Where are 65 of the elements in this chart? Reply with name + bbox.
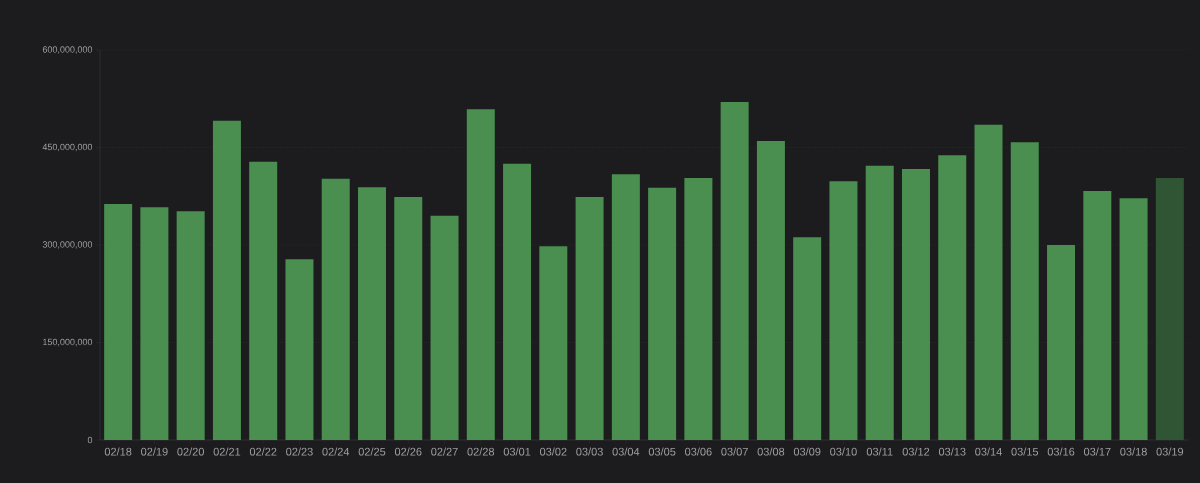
x-tick-label: 03/07 [721, 447, 748, 456]
x-tick-label: 03/01 [503, 447, 531, 456]
x-tick-label: 02/22 [249, 447, 277, 456]
x-tick-label: 03/04 [612, 447, 640, 456]
x-tick-label: 02/24 [322, 447, 350, 456]
bar [720, 102, 749, 440]
bar [648, 187, 677, 440]
bar [793, 237, 822, 440]
bar [1010, 142, 1039, 440]
bar [938, 155, 967, 440]
bar [503, 163, 532, 440]
x-tick-label: 03/10 [830, 447, 857, 456]
x-tick-label: 03/15 [1011, 447, 1039, 456]
bar [1119, 198, 1148, 440]
bar [466, 109, 495, 440]
y-tick-label: 450,000,000 [42, 143, 93, 152]
bar [394, 196, 423, 440]
x-tick-label: 03/19 [1156, 447, 1184, 456]
bar [1155, 178, 1184, 440]
x-tick-label: 02/25 [358, 447, 386, 456]
bar [176, 211, 205, 440]
y-tick-label: 300,000,000 [42, 241, 93, 249]
bar [1047, 245, 1076, 440]
x-tick-label: 02/28 [467, 447, 495, 456]
bar [684, 178, 713, 440]
bar [357, 187, 386, 440]
x-tick-label: 03/06 [685, 447, 712, 456]
y-tick-label: 0 [87, 436, 93, 444]
bar [829, 181, 858, 440]
bar [285, 259, 314, 440]
bar [212, 120, 241, 440]
x-tick-label: 03/03 [576, 447, 603, 456]
x-tick-label: 02/20 [177, 447, 204, 456]
x-tick-label: 03/02 [539, 447, 567, 456]
x-tick-label: 03/11 [866, 447, 893, 456]
x-tick-label: 03/05 [648, 447, 676, 456]
x-tick-label: 03/12 [902, 447, 930, 456]
bar [321, 178, 350, 440]
bar [756, 141, 785, 440]
bar [140, 207, 169, 440]
bar [104, 204, 133, 440]
bar [575, 196, 604, 440]
x-tick-label: 03/13 [938, 447, 966, 456]
bar [901, 168, 930, 440]
x-tick-label: 02/19 [141, 447, 168, 456]
bar [539, 246, 568, 440]
x-tick-label: 02/18 [104, 447, 132, 456]
x-tick-label: 03/14 [975, 447, 1002, 456]
bar [249, 161, 278, 440]
x-tick-label: 02/23 [286, 447, 313, 456]
x-tick-label: 02/26 [394, 447, 422, 456]
x-tick-label: 02/27 [431, 447, 458, 456]
y-tick-label: 150,000,000 [43, 338, 93, 347]
x-tick-label: 03/16 [1047, 447, 1075, 456]
bar [974, 124, 1003, 440]
x-tick-label: 03/17 [1083, 447, 1111, 456]
x-tick-label: 03/09 [793, 447, 821, 456]
bar [865, 165, 894, 440]
x-tick-label: 02/21 [213, 447, 241, 456]
bar [611, 174, 640, 440]
bar [430, 215, 459, 440]
x-tick-label: 03/08 [757, 447, 785, 456]
y-tick-label: 600,000,000 [42, 46, 93, 54]
x-tick-label: 03/18 [1120, 447, 1147, 456]
bar [1083, 191, 1112, 440]
